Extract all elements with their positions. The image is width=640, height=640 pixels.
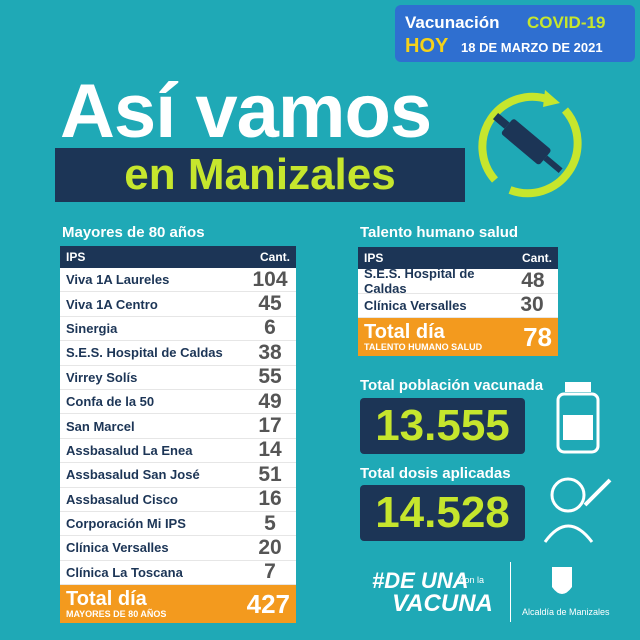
title-line1: Así vamos — [60, 69, 432, 154]
table-row: Assbasalud San José 51 — [60, 462, 296, 488]
footer-connector: con la — [460, 575, 485, 585]
ips-name: S.E.S. Hospital de Caldas — [364, 265, 475, 296]
table-row: Assbasalud Cisco 16 — [60, 487, 296, 512]
ips-name: Viva 1A Centro — [66, 296, 158, 312]
ips-name: Assbasalud Cisco — [66, 491, 178, 507]
table-row: Viva 1A Centro 45 — [60, 292, 296, 317]
ips-name: Sinergia — [66, 320, 118, 336]
column-header: IPS — [66, 250, 86, 264]
total-value: 78 — [523, 321, 552, 352]
count: 6 — [264, 316, 276, 340]
total-labels: Total día MAYORES DE 80 AÑOS — [66, 589, 166, 619]
table-header: IPS Cant. — [60, 246, 296, 268]
vaccine-icon — [478, 90, 582, 198]
ips-name: Clínica La Toscana — [66, 564, 183, 580]
doses-value: 14.528 — [360, 485, 525, 541]
count: 45 — [258, 292, 282, 316]
footer-org: Alcaldía de Manizales — [522, 607, 610, 617]
table-row: Clínica Versalles 20 — [60, 536, 296, 561]
doses-label: Total dosis aplicadas — [360, 465, 511, 482]
ips-name: Assbasalud San José — [66, 467, 200, 483]
count: 48 — [521, 268, 545, 292]
header-campaign: COVID-19 — [527, 13, 606, 32]
vial-icon — [556, 382, 600, 454]
table-row: Confa de la 50 49 — [60, 389, 296, 415]
title-line2: en Manizales — [55, 148, 465, 202]
ips-name: Confa de la 50 — [66, 394, 155, 410]
total-value: 427 — [246, 588, 290, 619]
table-row: Clínica La Toscana 7 — [60, 560, 296, 586]
total-sub: MAYORES DE 80 AÑOS — [66, 609, 167, 620]
count: 55 — [258, 365, 282, 389]
ips-name: Viva 1A Laureles — [66, 272, 170, 288]
header-date: 18 DE MARZO DE 2021 — [461, 40, 603, 55]
header-today: HOY — [405, 35, 449, 57]
header-box: Vacunación COVID-19 HOY 18 DE MARZO DE 2… — [395, 5, 635, 62]
table-row: Virrey Solís 55 — [60, 365, 296, 390]
table-row: Assbasalud La Enea 14 — [60, 438, 296, 464]
count: 5 — [264, 511, 276, 535]
total-sub: TALENTO HUMANO SALUD — [364, 342, 483, 352]
table-header: IPS Cant. — [358, 247, 558, 269]
vaccinated-value: 13.555 — [360, 398, 525, 454]
total-row: Total día MAYORES DE 80 AÑOS 427 — [60, 585, 296, 624]
count: 38 — [258, 340, 282, 364]
footer-hashtag: #DE UNA — [372, 568, 469, 593]
column-header: IPS — [364, 251, 384, 265]
total-label: Total día — [66, 588, 147, 611]
ips-name: Corporación Mi IPS — [66, 516, 186, 532]
table-row: Clínica Versalles 30 — [358, 293, 558, 318]
total-label: Total día — [364, 321, 445, 343]
footer-campaign: VACUNA — [392, 590, 493, 617]
table-row: Viva 1A Laureles 104 — [60, 267, 296, 293]
count: 16 — [258, 487, 282, 511]
ips-name: Virrey Solís — [66, 369, 138, 385]
right-caption: Talento humano salud — [360, 224, 519, 241]
count: 7 — [264, 560, 276, 584]
crest-icon — [552, 567, 572, 594]
footer-divider — [510, 562, 511, 622]
table-row: Corporación Mi IPS 5 — [60, 511, 296, 537]
count: 51 — [258, 462, 282, 486]
table-row: Sinergia 6 — [60, 316, 296, 342]
person-icon — [543, 477, 612, 543]
header-label: Vacunación — [405, 13, 500, 32]
ips-name: S.E.S. Hospital de Caldas — [66, 345, 223, 361]
ips-name: San Marcel — [66, 418, 135, 434]
total-row: Total día TALENTO HUMANO SALUD 78 — [358, 318, 558, 356]
count: 20 — [258, 536, 282, 559]
table-row: S.E.S. Hospital de Caldas 38 — [60, 340, 296, 366]
total-labels: Total día TALENTO HUMANO SALUD — [364, 322, 482, 352]
right-table: IPS Cant. S.E.S. Hospital de Caldas 48 Clíni… — [358, 247, 558, 356]
ips-name: Assbasalud La Enea — [66, 442, 193, 458]
count: 104 — [252, 267, 288, 291]
ips-name: Clínica Versalles — [364, 297, 467, 313]
table-row: S.E.S. Hospital de Caldas 48 — [358, 265, 558, 296]
left-caption: Mayores de 80 años — [62, 224, 205, 241]
ips-name: Clínica Versalles — [66, 540, 169, 556]
column-header: Cant. — [522, 251, 552, 265]
count: 30 — [520, 293, 544, 317]
count: 49 — [258, 389, 282, 413]
count: 14 — [258, 438, 282, 462]
column-header: Cant. — [260, 250, 290, 264]
left-table: IPS Cant. Viva 1A Laureles 104 Viva 1A Centr… — [60, 246, 296, 624]
vaccinated-label: Total población vacunada — [360, 377, 544, 394]
count: 17 — [258, 414, 282, 438]
table-row: San Marcel 17 — [60, 414, 296, 439]
